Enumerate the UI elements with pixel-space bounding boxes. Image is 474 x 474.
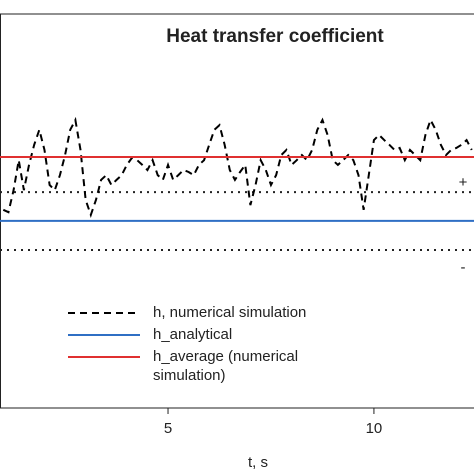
x-tick-label: 5 bbox=[164, 420, 172, 437]
data-line bbox=[2, 116, 473, 219]
legend-label: h_average (numerical simulation) bbox=[153, 348, 299, 384]
chart-title: Heat transfer coefficient bbox=[166, 26, 384, 47]
bound-label: + bbox=[459, 174, 468, 191]
x-tick-label: 10 bbox=[366, 420, 383, 437]
legend-label: h_analytical bbox=[153, 326, 233, 343]
bound-label: - bbox=[461, 259, 466, 276]
legend-label: h, numerical simulation bbox=[153, 304, 307, 321]
x-axis-label: t, s bbox=[248, 454, 268, 471]
